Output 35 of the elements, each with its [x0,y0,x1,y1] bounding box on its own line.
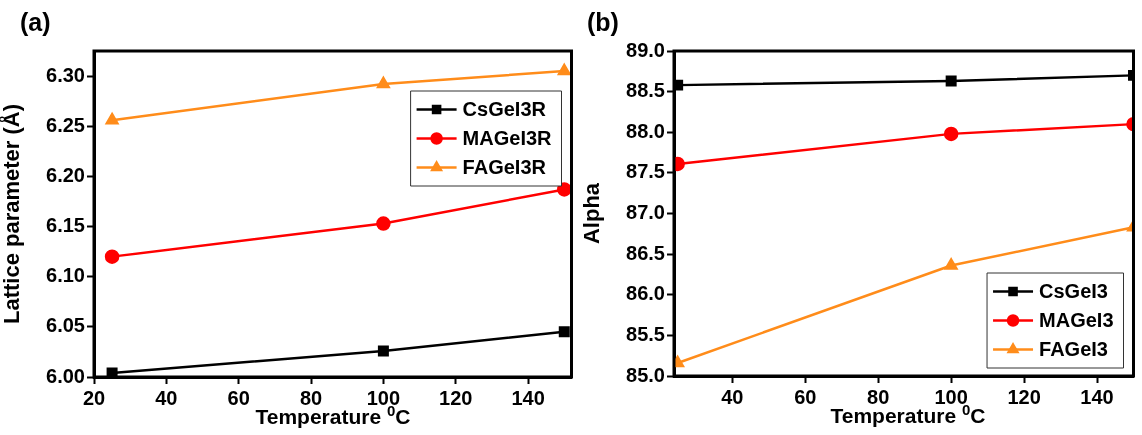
y-tick-label: 85.5 [626,322,665,345]
y-tick-label: 87.0 [626,201,665,224]
chart-title: (a) [20,8,51,37]
y-tick-label: 85.0 [626,363,665,386]
x-tick-label: 120 [439,386,473,409]
legend-label: FAGeI3 [1039,338,1108,361]
chart-title: (b) [587,8,619,37]
y-tick-label: 86.5 [626,241,665,264]
y-tick-label: 6.15 [46,214,85,237]
x-tick-label: 60 [227,386,250,409]
x-tick-label: 40 [721,385,744,408]
x-tick-label: 140 [511,386,545,409]
y-tick-label: 6.05 [46,314,85,337]
y-tick-label: 89.0 [626,38,665,61]
legend-label: MAGeI3 [1039,309,1114,332]
y-axis-title: Lattice parameter (Å) [0,103,25,325]
y-tick-label: 6.30 [46,63,85,86]
y-tick-label: 86.0 [626,282,665,305]
y-tick-label: 6.00 [46,364,85,387]
y-axis-title: Alpha [579,182,605,245]
y-tick-label: 87.5 [626,160,665,183]
x-tick-label: 120 [1007,385,1041,408]
y-tick-label: 88.5 [626,79,665,102]
legend-label: FAGeI3R [462,156,547,179]
x-tick-label: 60 [794,385,817,408]
y-tick-label: 6.25 [46,113,85,136]
y-tick-label: 6.20 [46,163,85,186]
y-tick-label: 88.0 [626,119,665,142]
legend-label: MAGeI3R [462,127,553,150]
x-tick-label: 20 [82,386,106,409]
legend-label: CsGeI3 [1039,280,1108,303]
legend-label: CsGeI3R [462,98,547,121]
x-tick-label: 40 [155,386,178,409]
y-tick-label: 6.10 [46,264,85,287]
x-tick-label: 140 [1080,385,1114,408]
